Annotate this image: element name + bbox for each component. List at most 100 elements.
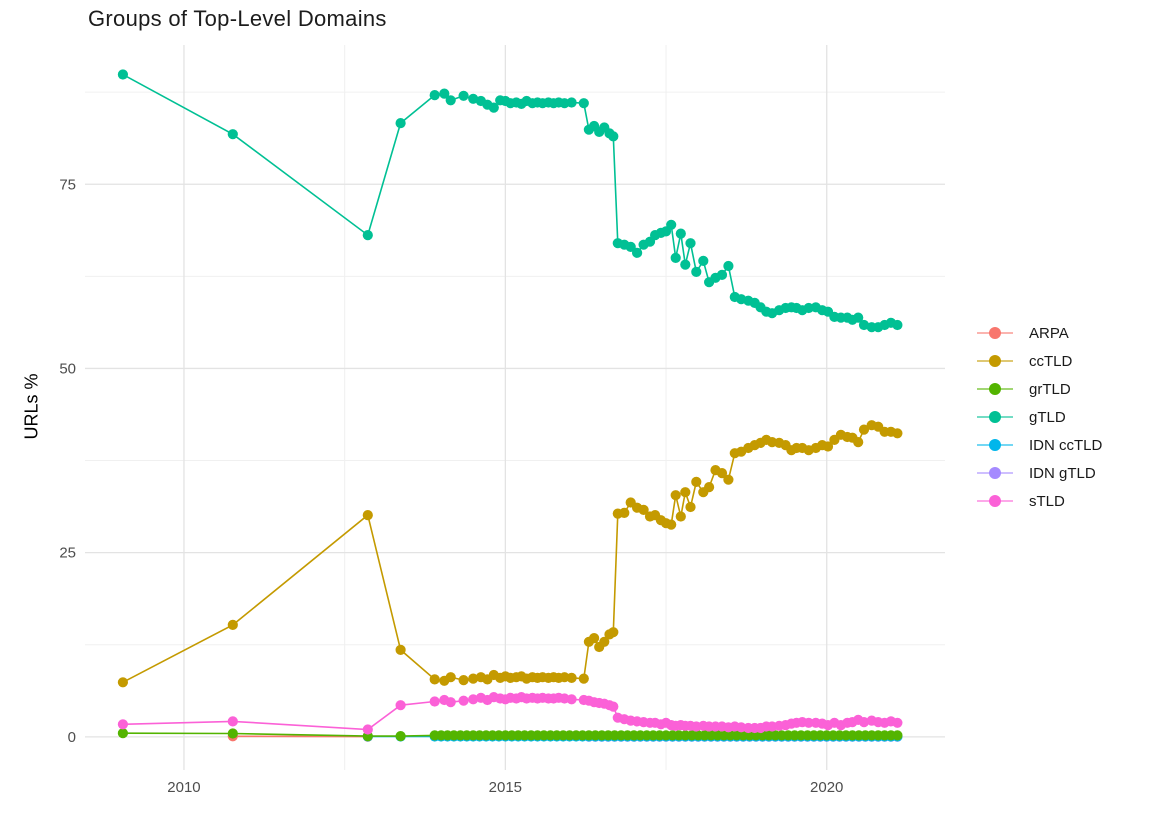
data-point [723, 474, 734, 485]
data-point [439, 88, 450, 99]
legend-key-icon [977, 438, 1013, 452]
data-point [723, 260, 734, 272]
legend-dot [989, 411, 1001, 423]
x-tick-label: 2015 [489, 779, 522, 796]
series-cctld [117, 420, 903, 688]
legend-item-grtld: grTLD [977, 375, 1102, 403]
legend-dot [989, 327, 1001, 339]
data-point [853, 312, 864, 323]
legend-label: IDN gTLD [1029, 464, 1096, 482]
legend-label: grTLD [1029, 380, 1071, 398]
data-point [227, 716, 238, 727]
data-point [716, 468, 728, 479]
data-point [227, 619, 238, 631]
data-point [589, 633, 600, 644]
data-point [625, 241, 636, 252]
data-point [488, 102, 499, 113]
data-point [680, 487, 691, 498]
data-point [566, 97, 577, 108]
legend-dot [989, 355, 1001, 367]
legend-dot [989, 383, 1001, 395]
data-point [892, 717, 903, 728]
series-line [122, 73, 898, 329]
data-point [227, 129, 238, 140]
data-point [632, 247, 643, 258]
data-point [117, 69, 128, 80]
legend-key-icon [977, 354, 1013, 368]
data-point [619, 507, 630, 518]
legend-label: ccTLD [1029, 352, 1073, 370]
data-point [429, 90, 440, 101]
data-point [458, 695, 469, 706]
data-point [704, 482, 715, 493]
data-point [599, 636, 610, 647]
data-point [698, 255, 709, 266]
data-point [395, 731, 406, 742]
data-point [892, 730, 903, 741]
data-point [666, 519, 677, 530]
x-tick-label: 2010 [167, 779, 200, 796]
series-grtld [117, 728, 903, 742]
legend-item-stld: sTLD [977, 487, 1102, 515]
data-point [395, 700, 406, 711]
x-tick-label: 2020 [810, 779, 843, 796]
legend-label: gTLD [1029, 408, 1066, 426]
data-point [858, 319, 870, 331]
data-point [566, 694, 577, 705]
data-point [691, 266, 702, 277]
legend-key-icon [977, 494, 1013, 508]
data-point [680, 259, 691, 270]
data-point [445, 95, 456, 106]
data-point [608, 131, 619, 142]
data-point [666, 219, 677, 230]
series-gtld [117, 69, 903, 333]
data-point [117, 728, 128, 739]
legend-dot [989, 495, 1001, 507]
data-point [608, 701, 619, 712]
data-point [803, 717, 814, 728]
series-layer [117, 69, 903, 742]
legend: ARPA ccTLD grTLD gTLD IDN ccTLD IDN gTLD sTLD [977, 319, 1102, 515]
y-tick-label: 75 [59, 176, 76, 193]
data-point [468, 93, 479, 104]
data-point [468, 694, 479, 705]
grid-minor [85, 45, 945, 770]
legend-dot [989, 467, 1001, 479]
data-point [362, 724, 373, 735]
grid-major [85, 45, 945, 770]
data-point [445, 672, 456, 683]
data-point [858, 717, 870, 728]
legend-label: sTLD [1029, 492, 1065, 510]
legend-key-icon [977, 466, 1013, 480]
data-point [685, 501, 696, 513]
y-tick-label: 50 [59, 360, 76, 377]
data-point [675, 511, 686, 522]
data-point [685, 238, 696, 249]
legend-key-icon [977, 410, 1013, 424]
data-point [227, 728, 238, 739]
data-point [578, 98, 589, 109]
data-point [822, 441, 834, 452]
legend-key-icon [977, 326, 1013, 340]
axis-tick-labels: 0 25 50 75 2010 2015 2020 [59, 176, 843, 796]
data-point [458, 675, 469, 686]
data-point [362, 230, 373, 241]
data-point [458, 90, 469, 101]
legend-item-idn-gtld: IDN gTLD [977, 459, 1102, 487]
legend-item-idn-cctld: IDN ccTLD [977, 431, 1102, 459]
chart-title: Groups of Top-Level Domains [88, 6, 387, 31]
data-point [429, 696, 440, 707]
y-tick-label: 0 [68, 729, 76, 746]
legend-label: ARPA [1029, 324, 1069, 342]
data-point [362, 509, 373, 521]
legend-item-arpa: ARPA [977, 319, 1102, 347]
series-line [122, 424, 898, 684]
data-point [638, 504, 649, 515]
data-point [468, 673, 479, 684]
series-stld [117, 692, 903, 735]
data-point [429, 674, 440, 685]
data-point [691, 476, 702, 487]
data-point [117, 677, 128, 688]
data-point [858, 424, 870, 435]
